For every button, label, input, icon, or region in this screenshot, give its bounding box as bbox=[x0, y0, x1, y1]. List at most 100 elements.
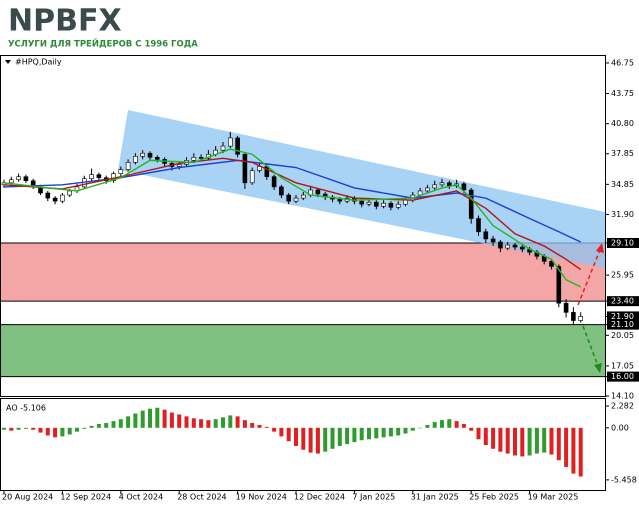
x-tick-label: 7 Jan 2025 bbox=[352, 493, 395, 502]
ao-bar bbox=[440, 420, 444, 428]
candle-body bbox=[498, 241, 503, 249]
candle-body bbox=[235, 137, 240, 155]
ao-bar bbox=[330, 427, 335, 449]
ao-bar bbox=[352, 427, 357, 443]
ao-bar bbox=[53, 427, 58, 438]
ao-bar bbox=[2, 427, 6, 430]
ao-bar bbox=[396, 427, 401, 436]
ao-bar bbox=[549, 427, 554, 455]
y-tick-flag bbox=[607, 296, 639, 307]
y-tick-label: 34.85 bbox=[611, 180, 634, 189]
candle-body bbox=[198, 157, 204, 159]
candle-body bbox=[52, 197, 58, 202]
candle-body bbox=[140, 152, 145, 157]
ao-bar bbox=[454, 421, 459, 428]
candle-body bbox=[512, 244, 518, 248]
y-tick-label: 14.10 bbox=[611, 392, 634, 401]
candle-body bbox=[220, 145, 226, 151]
x-tick-label: 19 Nov 2024 bbox=[236, 493, 287, 502]
ao-bar bbox=[60, 427, 65, 437]
ao-bar bbox=[162, 409, 167, 428]
ao-bar bbox=[82, 427, 87, 429]
zone bbox=[1, 324, 605, 377]
ao-bar bbox=[148, 408, 152, 428]
x-tick-label: 12 Dec 2024 bbox=[294, 493, 345, 502]
ao-title: AO -5.106 bbox=[6, 404, 46, 413]
y-tick-label: 23.40 bbox=[611, 297, 634, 306]
ao-bar bbox=[520, 427, 525, 457]
candle-body bbox=[279, 186, 284, 196]
candle-body bbox=[242, 153, 248, 184]
candle-body bbox=[271, 176, 277, 188]
y-tick-label: 46.75 bbox=[611, 58, 634, 67]
ao-bar bbox=[133, 413, 138, 428]
ao-bar bbox=[250, 423, 255, 428]
ao-bar bbox=[111, 421, 116, 428]
y-tick-label: 31.90 bbox=[611, 210, 634, 219]
candle-body bbox=[490, 238, 496, 243]
candle-body bbox=[556, 266, 562, 304]
ao-bar bbox=[38, 427, 43, 433]
down-arrow-head bbox=[594, 363, 602, 373]
ao-bar bbox=[242, 420, 247, 428]
y-tick-label: 16.00 bbox=[611, 372, 634, 381]
ao-bar bbox=[23, 427, 28, 429]
ao-bar bbox=[221, 417, 225, 428]
x-tick-label: 4 Oct 2024 bbox=[119, 493, 163, 502]
ao-bar bbox=[279, 427, 284, 437]
candle-body bbox=[60, 194, 65, 202]
candle-body bbox=[337, 198, 343, 202]
ao-bar bbox=[301, 427, 306, 450]
ao-bar bbox=[96, 423, 101, 428]
moving-average bbox=[3, 148, 582, 288]
candle-body bbox=[315, 189, 321, 195]
ao-bar bbox=[257, 424, 262, 428]
candle-body bbox=[228, 137, 233, 147]
ao-bar bbox=[315, 427, 320, 454]
ao-bar bbox=[235, 416, 240, 428]
candle-body bbox=[483, 231, 489, 240]
y-tick-label: 20.05 bbox=[611, 331, 634, 340]
y-tick-label: 0.00 bbox=[611, 423, 629, 432]
ao-bar bbox=[505, 427, 510, 454]
candle-body bbox=[505, 244, 511, 249]
ao-bar bbox=[403, 427, 408, 434]
ao-bar bbox=[104, 423, 109, 428]
candle-body bbox=[118, 169, 124, 174]
ao-bar bbox=[418, 427, 423, 429]
y-tick-label: -5.458 bbox=[611, 475, 637, 484]
candle-body bbox=[155, 157, 160, 160]
ao-bar bbox=[169, 412, 174, 428]
ao-bar bbox=[469, 427, 474, 431]
ao-bar bbox=[213, 419, 218, 428]
candle-body bbox=[519, 246, 525, 250]
candle-body bbox=[89, 174, 94, 180]
ao-bar bbox=[410, 427, 415, 431]
tagline: УСЛУГИ ДЛЯ ТРЕЙДЕРОВ С 1996 ГОДА bbox=[8, 38, 198, 50]
ao-bar bbox=[191, 418, 196, 428]
candle-body bbox=[461, 183, 467, 191]
candle-body bbox=[439, 182, 445, 186]
ao-bar bbox=[177, 414, 182, 428]
y-tick-flag bbox=[607, 371, 639, 382]
y-tick-label: 17.05 bbox=[611, 361, 634, 370]
candle-body bbox=[147, 152, 153, 158]
main-frame bbox=[0, 55, 606, 397]
candle-body bbox=[563, 302, 569, 313]
candle-body bbox=[67, 190, 72, 196]
y-tick-label: 2.282 bbox=[611, 402, 634, 411]
up-arrow bbox=[577, 249, 601, 306]
ao-bar bbox=[491, 427, 496, 449]
ao-bar bbox=[228, 415, 233, 428]
candle-body bbox=[16, 176, 21, 181]
ao-bar bbox=[483, 427, 488, 445]
ao-bar bbox=[571, 427, 576, 474]
ao-bar bbox=[206, 420, 211, 428]
ao-bar bbox=[564, 427, 569, 467]
candle-body bbox=[432, 184, 438, 189]
candle-body bbox=[403, 199, 408, 205]
ao-bar bbox=[432, 422, 437, 428]
y-tick-label: 29.10 bbox=[611, 238, 634, 247]
